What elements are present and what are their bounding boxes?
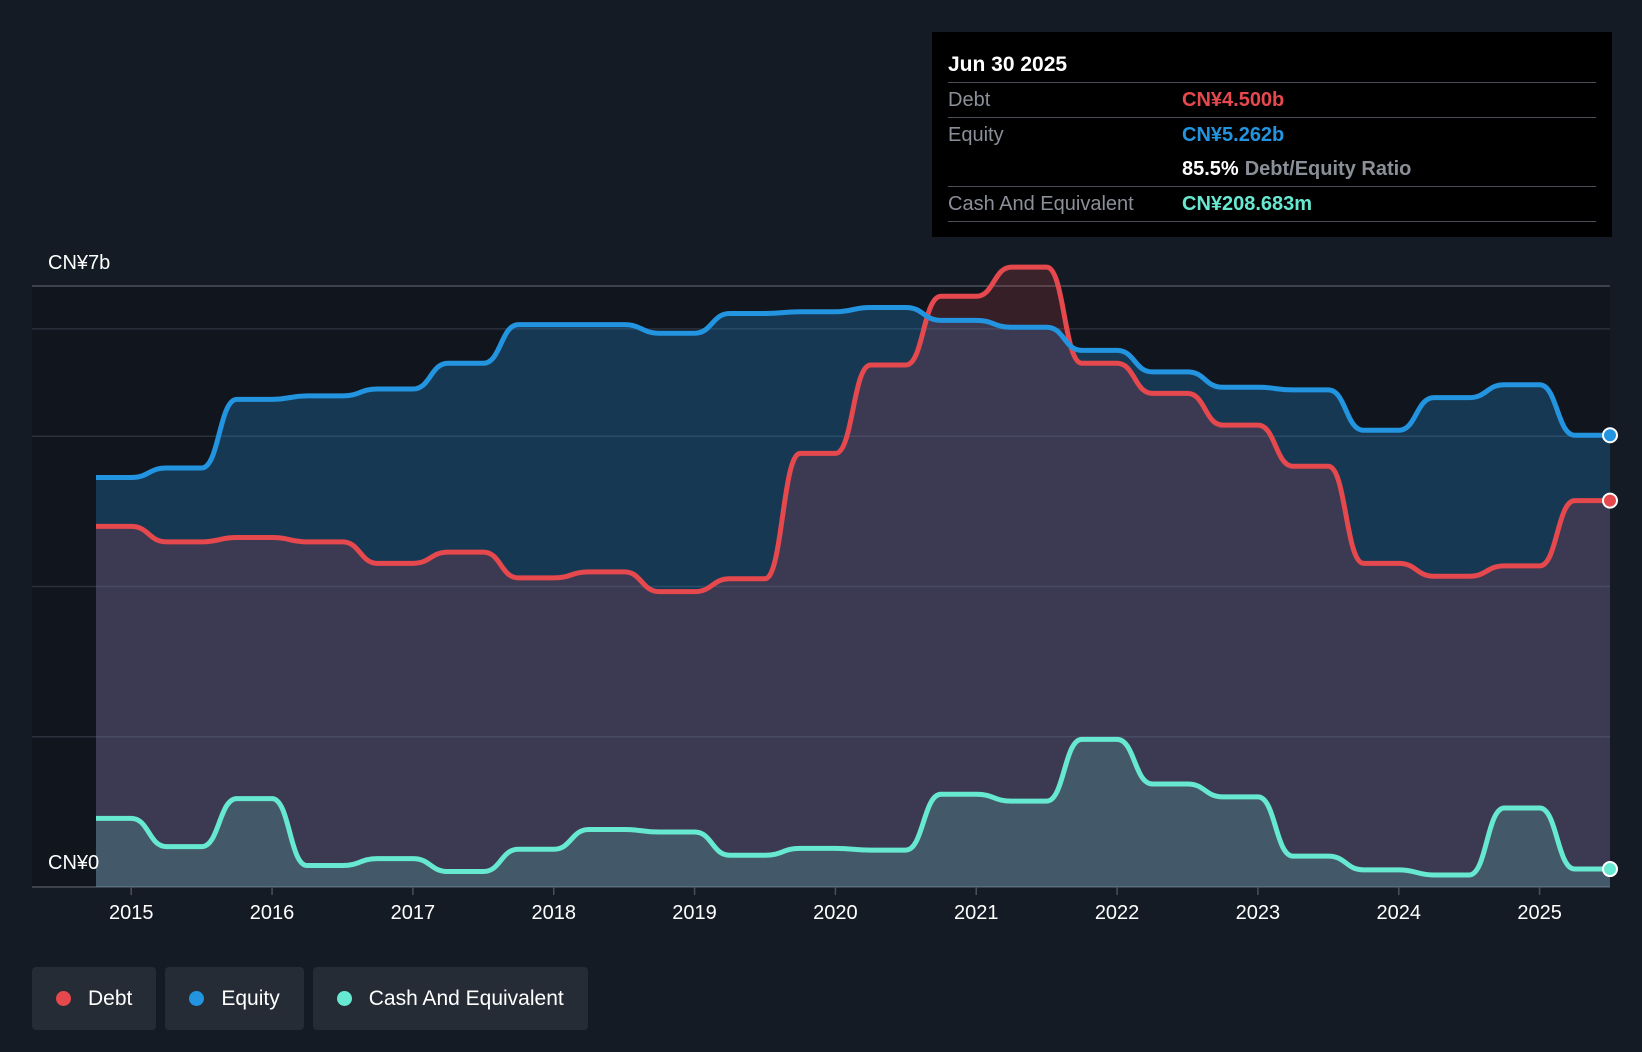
tooltip-equity-row: Equity CN¥5.262b (948, 117, 1596, 152)
x-tick-label: 2017 (391, 902, 436, 924)
legend-dot-equity (189, 991, 205, 1006)
legend-label-debt: Debt (88, 986, 133, 1010)
y-axis-max-label: CN¥7b (48, 252, 110, 274)
x-tick-label: 2020 (813, 902, 858, 924)
tooltip-equity-value: CN¥5.262b (1182, 124, 1285, 146)
tooltip-cash-row: Cash And Equivalent CN¥208.683m (948, 186, 1596, 222)
tooltip-equity-label: Equity (948, 124, 1004, 146)
series-lines (96, 264, 1610, 878)
x-tick-label: 2023 (1236, 902, 1281, 924)
x-tick-label: 2019 (672, 902, 717, 924)
legend-label-cash: Cash And Equivalent (368, 986, 564, 1010)
tooltip-debt-label: Debt (948, 89, 991, 111)
tooltip-cash-label: Cash And Equivalent (948, 193, 1134, 215)
tooltip-date: Jun 30 2025 (948, 53, 1068, 76)
x-tick-label: 2024 (1376, 902, 1421, 924)
end-marker-debt (1602, 492, 1618, 509)
x-axis-ticks: 2015 2016 2017 2018 2019 2020 2021 2022 2023 2024… (109, 887, 1562, 924)
area-equity (96, 307, 1610, 887)
end-marker-equity (1602, 427, 1618, 444)
chart-legend: Debt Equity Cash And Equivalent (32, 967, 597, 1030)
legend-label-equity: Equity (221, 986, 280, 1010)
tooltip-ratio-label: Debt/Equity Ratio (1244, 158, 1412, 180)
legend-item-equity[interactable]: Equity (165, 967, 304, 1030)
area-cash-and-equivalent (96, 739, 1610, 887)
grid-lines (32, 285, 1610, 888)
line-cash-and-equivalent (96, 736, 1610, 878)
tooltip-debt-value: CN¥4.500b (1182, 89, 1285, 111)
line-equity (96, 304, 1610, 480)
line-debt (96, 264, 1610, 595)
tooltip-debt-row: Debt CN¥4.500b (948, 82, 1596, 117)
x-tick-label: 2025 (1517, 902, 1562, 924)
legend-item-debt[interactable]: Debt (32, 967, 157, 1030)
legend-dot-cash (336, 991, 352, 1006)
x-tick-label: 2018 (531, 902, 576, 924)
data-tooltip: Jun 30 2025 Debt CN¥4.500b Equity CN¥5.2… (932, 32, 1612, 237)
tooltip-ratio-row: 85.5% Debt/Equity Ratio (948, 152, 1596, 186)
legend-item-cash[interactable]: Cash And Equivalent (312, 967, 588, 1030)
tooltip-cash-value: CN¥208.683m (1182, 193, 1313, 215)
x-tick-label: 2021 (954, 902, 999, 924)
end-marker-cash-and-equivalent (1602, 861, 1618, 878)
y-axis-min-label: CN¥0 (48, 852, 99, 874)
end-markers (1602, 427, 1618, 878)
x-tick-label: 2016 (250, 902, 295, 924)
x-tick-label: 2015 (109, 902, 154, 924)
series-areas (96, 267, 1610, 887)
tooltip-ratio-value: 85.5% (1182, 158, 1239, 180)
legend-dot-debt (56, 991, 71, 1006)
x-tick-label: 2022 (1095, 902, 1140, 924)
area-debt (96, 267, 1610, 887)
